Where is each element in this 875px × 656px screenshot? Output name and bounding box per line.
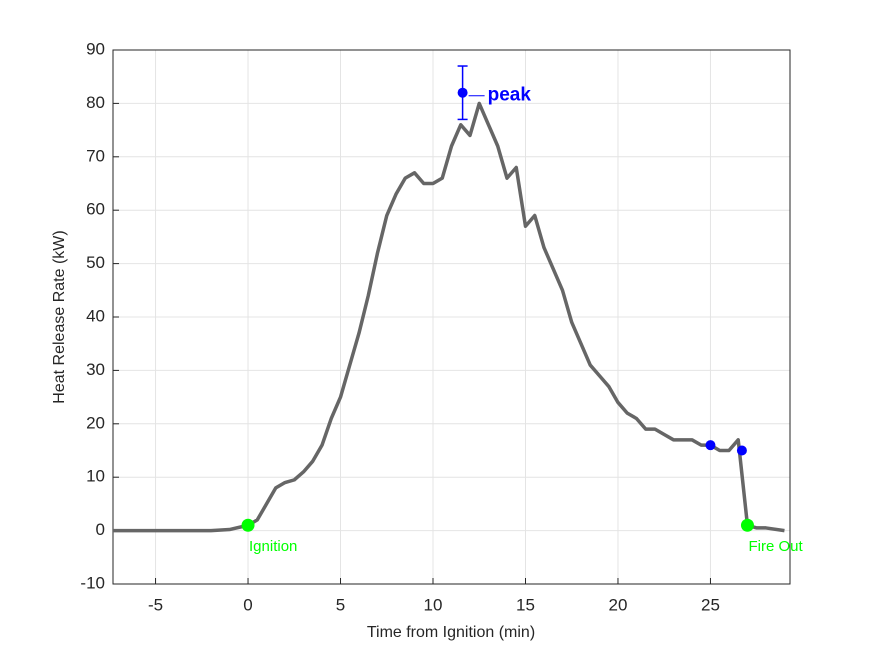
marker [241, 518, 255, 532]
x-tick-label: 15 [516, 595, 535, 614]
x-tick-label: 5 [336, 595, 345, 614]
marker [740, 518, 754, 532]
y-tick-label: 20 [86, 413, 105, 432]
peak-label: peak [488, 85, 532, 106]
y-tick-label: 70 [86, 146, 105, 165]
x-tick-label: 25 [701, 595, 720, 614]
y-tick-label: 10 [86, 467, 105, 486]
peak-marker [457, 87, 468, 98]
marker-label: Ignition [249, 538, 297, 555]
x-tick-label: -5 [148, 595, 163, 614]
x-tick-label: 20 [609, 595, 628, 614]
x-tick-label: 0 [243, 595, 252, 614]
x-axis-label: Time from Ignition (min) [367, 624, 535, 641]
y-tick-label: -10 [80, 573, 105, 592]
data-line [113, 101, 785, 533]
y-tick-label: 0 [96, 520, 105, 539]
y-tick-label: 60 [86, 200, 105, 219]
marker-label: Fire Out [748, 538, 803, 555]
y-tick-label: 40 [86, 306, 105, 325]
marker [736, 445, 747, 456]
y-tick-label: 30 [86, 360, 105, 379]
x-tick-label: 10 [424, 595, 443, 614]
axes-box [112, 49, 791, 585]
y-axis-label: Heat Release Rate (kW) [51, 230, 68, 403]
marker [705, 440, 716, 451]
y-tick-label: 50 [86, 253, 105, 272]
y-tick-label: 90 [86, 39, 105, 58]
y-tick-label: 80 [86, 93, 105, 112]
